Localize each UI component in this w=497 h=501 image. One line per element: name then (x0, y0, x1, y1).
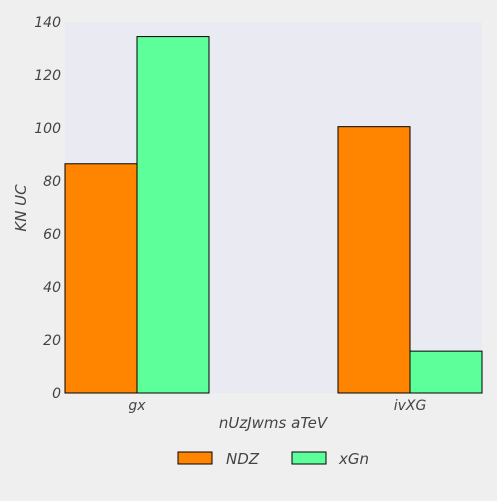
y-tick-label: 100 (34, 121, 61, 137)
legend-label-xGn: xGn (338, 450, 369, 468)
legend-label-NDZ: NDZ (226, 450, 260, 468)
y-tick-label: 120 (34, 68, 61, 84)
y-tick-label: 140 (34, 15, 61, 31)
x-tick-label: ivXG (394, 398, 427, 414)
x-tick-label: gx (128, 398, 146, 414)
bar-NDZ-gx (64, 163, 138, 394)
legend: NDZ xGn (177, 450, 369, 468)
y-axis: 0 20 40 60 80 100 120 140 (34, 15, 61, 402)
y-axis-title: KN UC (12, 184, 30, 232)
y-tick-label: 40 (43, 280, 61, 296)
y-tick-label: 80 (43, 174, 61, 190)
bar-xGn-gx (136, 36, 210, 394)
y-tick-label: 0 (52, 386, 61, 402)
x-axis-title: nUzJwms aTeV (219, 414, 329, 432)
legend-swatch-NDZ (177, 451, 213, 465)
bar-xGn-ivXG (409, 350, 483, 394)
y-tick-label: 20 (43, 333, 61, 349)
legend-swatch-xGn (291, 451, 327, 465)
bar-NDZ-ivXG (337, 126, 411, 394)
y-tick-label: 60 (43, 227, 61, 243)
x-axis: gx ivXG (128, 398, 426, 414)
bar-group (64, 36, 483, 394)
